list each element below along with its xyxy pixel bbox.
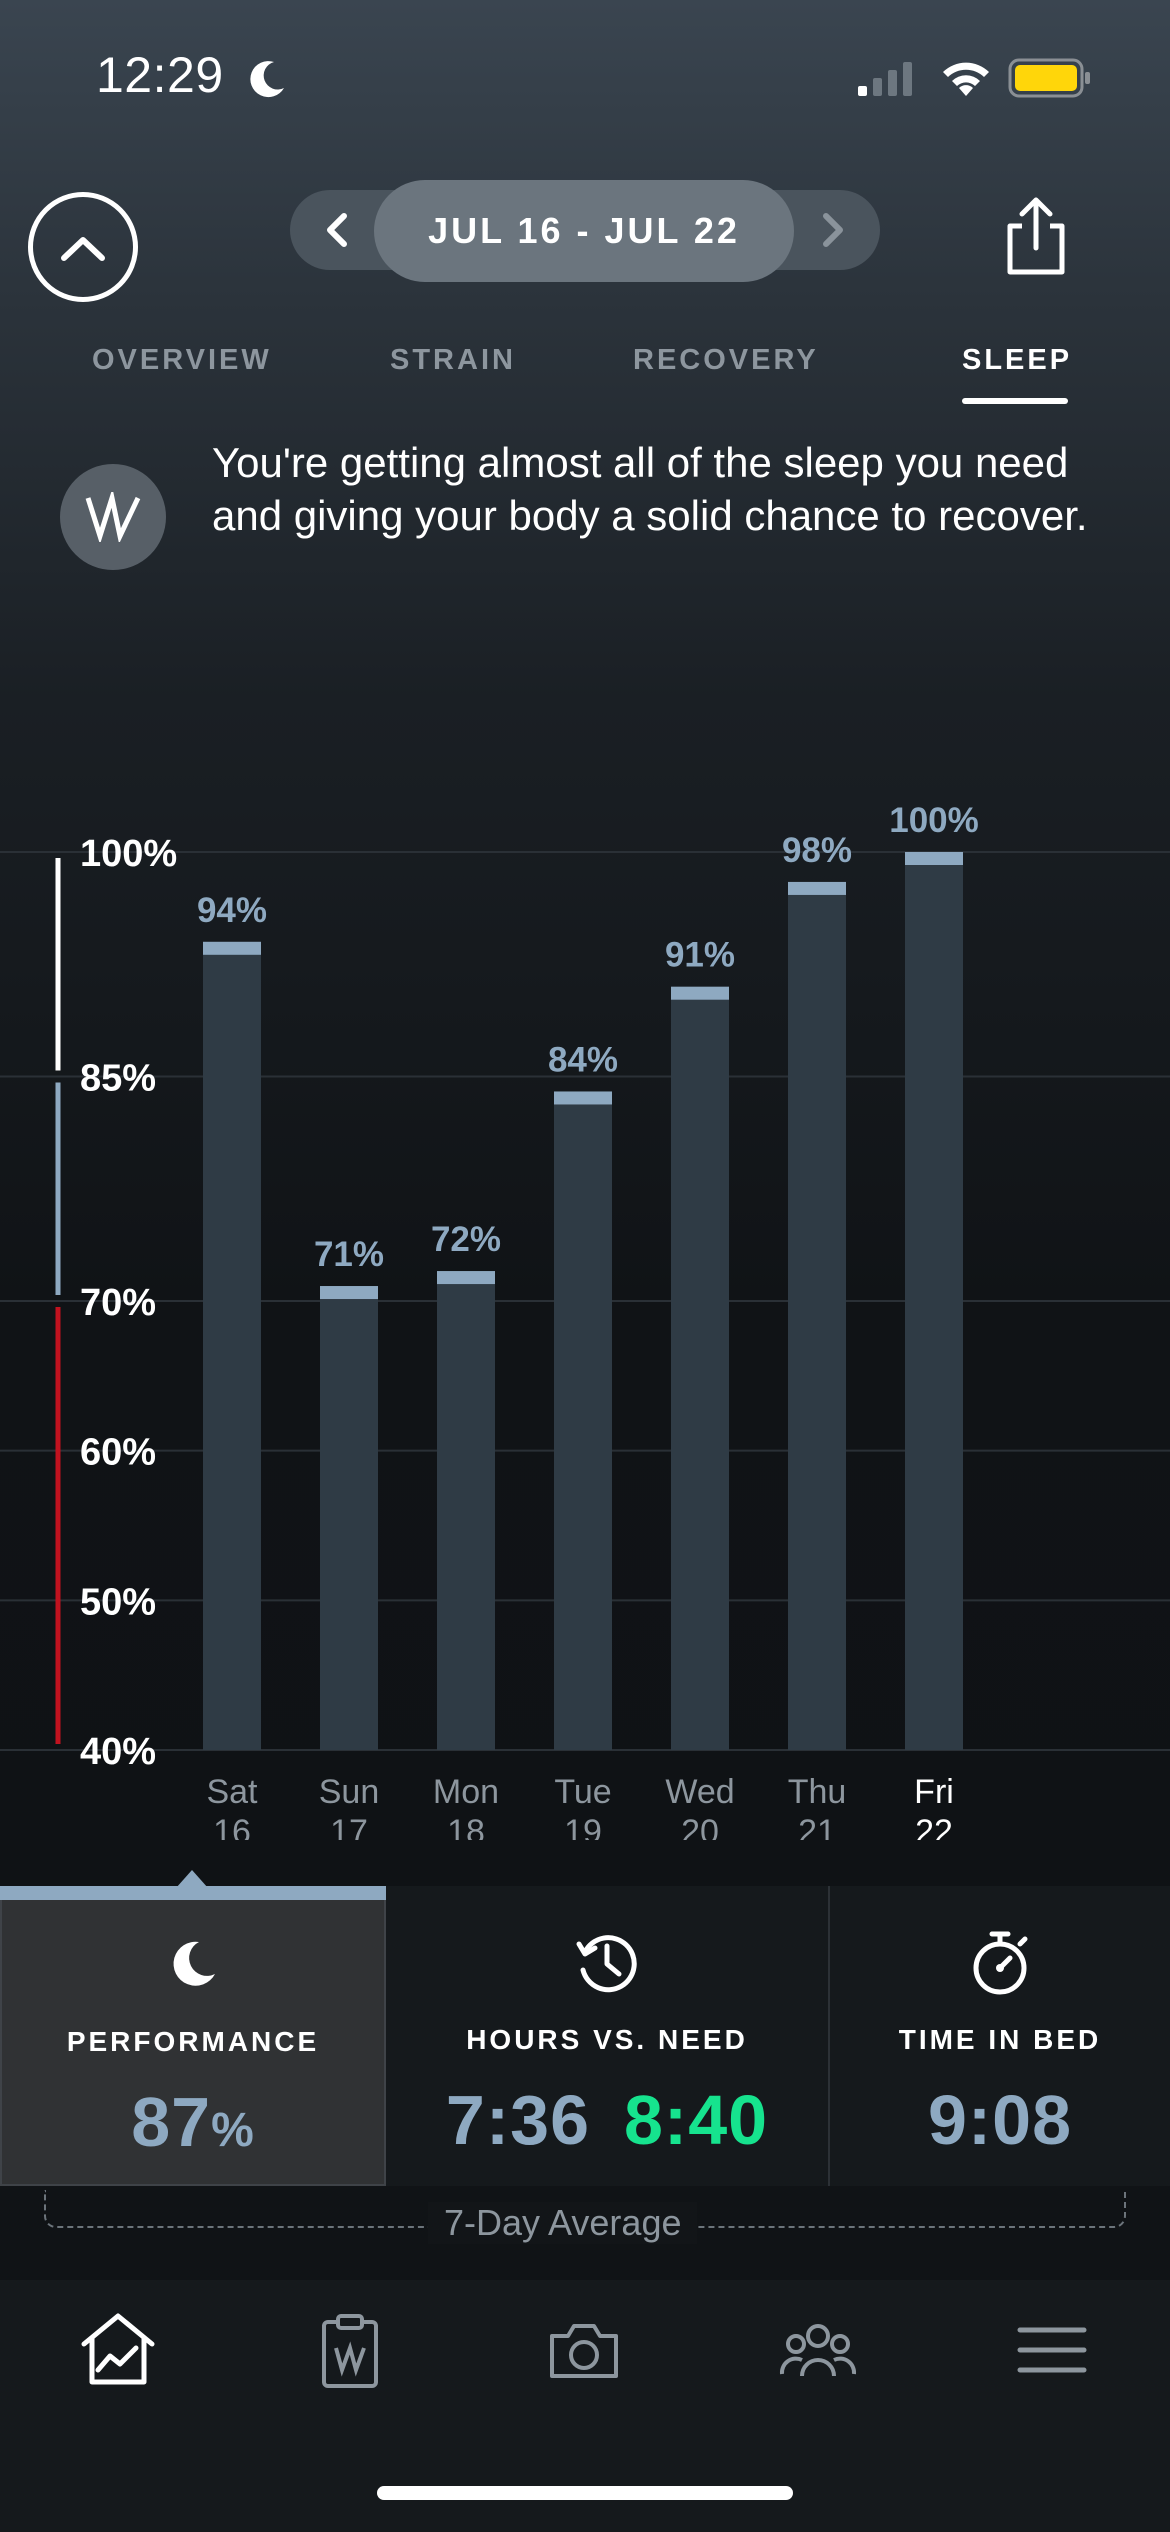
- x-tick-day: Sun: [319, 1773, 380, 1811]
- bar: [554, 1091, 612, 1750]
- y-tick-label: 40%: [80, 1731, 156, 1773]
- wifi-icon: [943, 62, 989, 96]
- bar: [203, 941, 261, 1750]
- bar-cap: [320, 1286, 378, 1300]
- performance-unit: %: [211, 2104, 255, 2157]
- share-icon[interactable]: [1000, 194, 1072, 276]
- active-tab-indicator: [962, 398, 1068, 404]
- tab-strain[interactable]: STRAIN: [390, 344, 516, 376]
- x-tick-date: 20: [681, 1813, 719, 1840]
- bar: [671, 986, 729, 1750]
- stats-row: PERFORMANCE 87% HOURS VS. NEED 7:36 8:40 …: [0, 1886, 1170, 2186]
- y-tick-label: 85%: [80, 1058, 156, 1100]
- bar-cap: [671, 986, 729, 1000]
- journal-icon[interactable]: [310, 2310, 390, 2390]
- performance-number: 87: [131, 2083, 212, 2161]
- x-tick-date: 22: [915, 1813, 953, 1840]
- status-time: 12:29: [96, 47, 224, 103]
- performance-value: 87%: [131, 2082, 255, 2162]
- x-tick-date: 21: [798, 1813, 836, 1840]
- x-tick-date: 19: [564, 1813, 602, 1840]
- x-tick-day: Thu: [788, 1773, 847, 1811]
- performance-card[interactable]: PERFORMANCE 87%: [0, 1886, 386, 2186]
- time-in-bed-label: TIME IN BED: [898, 2024, 1102, 2055]
- data-label: 98%: [782, 831, 852, 870]
- hours-vs-need-value: 7:36 8:40: [446, 2080, 768, 2160]
- collapse-button[interactable]: [28, 192, 138, 302]
- y-tick-label: 50%: [80, 1581, 156, 1623]
- bar-cap: [203, 941, 261, 955]
- bar: [905, 852, 963, 1750]
- average-label: 7-Day Average: [428, 2202, 698, 2244]
- data-label: 91%: [665, 936, 735, 975]
- y-tick-label: 70%: [80, 1282, 156, 1324]
- chevron-up-icon: [61, 237, 105, 261]
- menu-icon[interactable]: [1012, 2310, 1092, 2390]
- clock-history-icon: [576, 1935, 637, 1993]
- data-label: 84%: [548, 1040, 618, 1079]
- coach-message: You're getting almost all of the sleep y…: [212, 439, 1088, 539]
- moon-icon: [173, 1941, 215, 1986]
- sleep-need-value: 8:40: [624, 2081, 769, 2159]
- data-label: 72%: [431, 1220, 501, 1259]
- data-label: 100%: [889, 801, 979, 840]
- bar-cap: [905, 852, 963, 865]
- time-in-bed-value: 9:08: [927, 2081, 1073, 2159]
- x-tick-date: 17: [330, 1813, 368, 1840]
- hours-vs-need-card[interactable]: HOURS VS. NEED 7:36 8:40: [386, 1886, 830, 2186]
- chevron-right-icon[interactable]: [812, 210, 852, 250]
- x-tick-date: 16: [213, 1813, 251, 1840]
- community-icon[interactable]: [778, 2310, 858, 2390]
- x-tick-day: Wed: [665, 1773, 734, 1811]
- camera-icon[interactable]: [544, 2310, 624, 2390]
- hours-slept-value: 7:36: [445, 2081, 590, 2159]
- x-tick-day: Mon: [433, 1773, 499, 1811]
- stopwatch-icon: [973, 1931, 1028, 1995]
- x-tick-day: Fri: [914, 1773, 954, 1811]
- bar-cap: [554, 1091, 612, 1105]
- tab-overview[interactable]: OVERVIEW: [92, 344, 272, 376]
- data-label: 71%: [314, 1235, 384, 1274]
- bar: [437, 1271, 495, 1750]
- hours-vs-need-label: HOURS VS. NEED: [466, 2024, 748, 2055]
- home-icon[interactable]: [78, 2310, 158, 2390]
- bar: [788, 881, 846, 1750]
- tab-sleep[interactable]: SLEEP: [962, 344, 1073, 376]
- performance-label: PERFORMANCE: [66, 2026, 320, 2057]
- battery-icon: [1008, 58, 1090, 98]
- x-tick-day: Tue: [554, 1773, 611, 1811]
- bar: [320, 1286, 378, 1750]
- chevron-left-icon[interactable]: [318, 210, 358, 250]
- y-tick-label: 100%: [80, 833, 177, 875]
- cellular-signal-icon: [858, 62, 912, 96]
- whoop-logo-icon: [85, 492, 141, 542]
- coach-avatar: [60, 464, 166, 570]
- tab-recovery[interactable]: RECOVERY: [633, 344, 819, 376]
- selected-card-indicator: [0, 1886, 386, 1900]
- selected-card-caret: [176, 1870, 208, 1888]
- bar-cap: [437, 1271, 495, 1285]
- x-tick-date: 18: [447, 1813, 485, 1840]
- moon-icon: [250, 61, 284, 98]
- home-indicator[interactable]: [377, 2486, 793, 2500]
- y-tick-label: 60%: [80, 1432, 156, 1474]
- x-tick-day: Sat: [206, 1773, 258, 1811]
- bar-cap: [788, 881, 846, 895]
- date-range-pill[interactable]: JUL 16 - JUL 22: [374, 180, 794, 282]
- data-label: 94%: [197, 891, 267, 930]
- time-in-bed-card[interactable]: TIME IN BED 9:08: [830, 1886, 1170, 2186]
